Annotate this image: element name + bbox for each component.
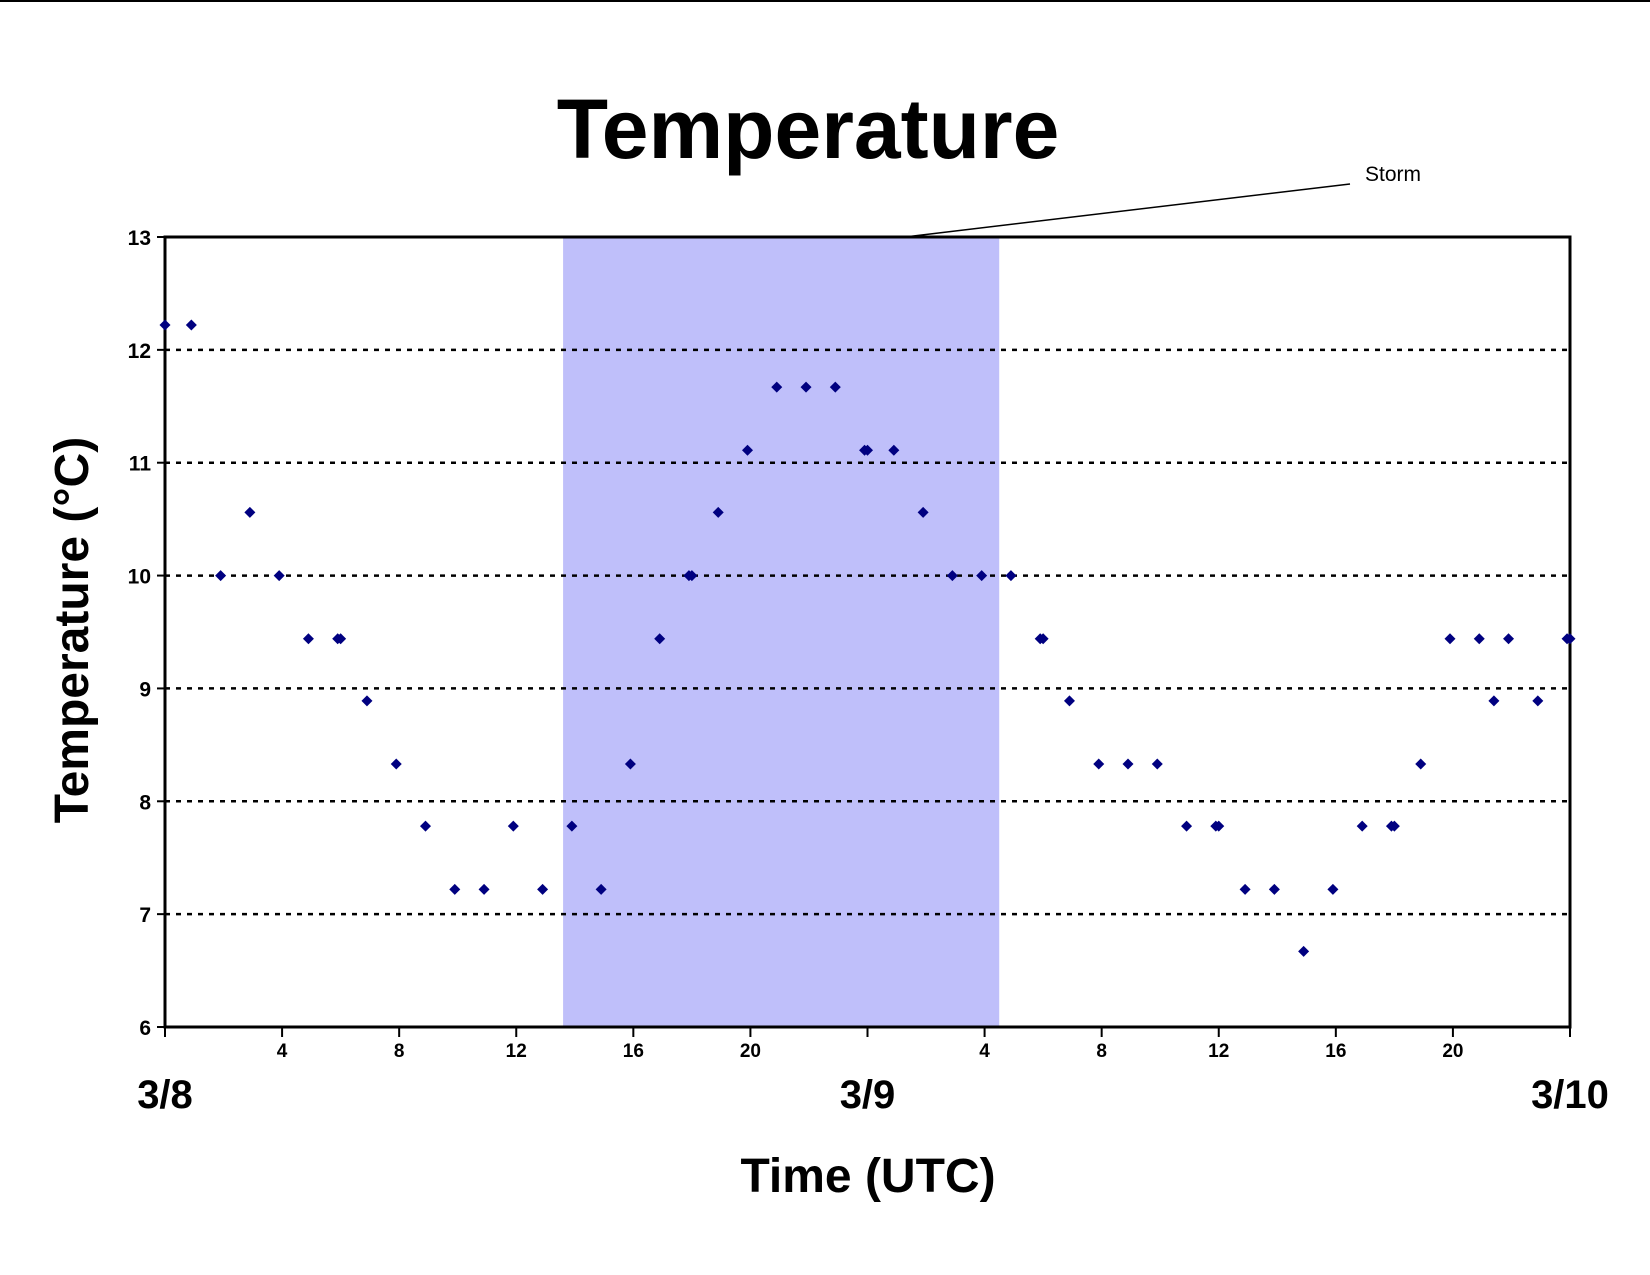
data-point [888, 444, 900, 456]
x-tick-label: 4 [277, 1041, 288, 1062]
x-tick-label: 8 [394, 1041, 405, 1062]
data-point [1213, 820, 1225, 832]
x-axis-label: Time (UTC) [740, 1150, 995, 1203]
data-point [686, 570, 698, 582]
data-point [390, 758, 402, 770]
gridlines [165, 348, 1570, 916]
data-point [244, 506, 256, 518]
data-point [1564, 633, 1576, 645]
data-point [1181, 820, 1193, 832]
data-point [1532, 695, 1544, 707]
data-point [654, 633, 666, 645]
data-point [1151, 758, 1163, 770]
data-point [1239, 883, 1251, 895]
x-tick-label: 20 [1442, 1041, 1463, 1062]
storm-highlight-layer [563, 237, 1000, 1027]
y-tick-label: 11 [129, 453, 152, 476]
x-tick-label: 16 [623, 1041, 644, 1062]
data-point [1356, 820, 1368, 832]
x-tick-label: 4 [979, 1041, 990, 1062]
data-point [361, 695, 373, 707]
data-point [1122, 758, 1134, 770]
data-point [449, 883, 461, 895]
data-point [335, 633, 347, 645]
y-tick-label: 7 [139, 904, 151, 927]
data-point [595, 883, 607, 895]
data-point [566, 820, 578, 832]
x-tick-label: 12 [1208, 1041, 1229, 1062]
data-points [159, 319, 1576, 957]
data-point [624, 758, 636, 770]
data-point [273, 570, 285, 582]
data-point [420, 820, 432, 832]
top-border-line [0, 0, 1650, 2]
data-point [215, 570, 227, 582]
data-point [712, 506, 724, 518]
y-tick-label: 8 [139, 791, 151, 814]
data-point [829, 381, 841, 393]
y-tick-label: 13 [128, 227, 151, 250]
storm-band [563, 237, 1000, 1027]
data-point [1415, 758, 1427, 770]
data-point [159, 319, 171, 331]
data-point [1268, 883, 1280, 895]
y-tick-label: 12 [128, 340, 151, 363]
data-point [1488, 695, 1500, 707]
x-tick-label: 20 [740, 1041, 761, 1062]
y-axis-ticks: 6 7 8 9 10 11 12 13 [128, 227, 165, 1040]
y-tick-label: 9 [139, 678, 151, 701]
date-label: 3/10 [1531, 1073, 1609, 1117]
x-tick-label: 8 [1096, 1041, 1107, 1062]
data-point [917, 506, 929, 518]
chart-title: Temperature [557, 82, 1060, 176]
data-point [946, 570, 958, 582]
x-axis-ticks: 4 8 12 16 20 4 8 12 16 20 [164, 1027, 1571, 1062]
data-point [800, 381, 812, 393]
data-point [771, 381, 783, 393]
data-point [1093, 758, 1105, 770]
data-point [976, 570, 988, 582]
data-point [1063, 695, 1075, 707]
data-point [1298, 945, 1310, 957]
data-point [537, 883, 549, 895]
data-point [1473, 633, 1485, 645]
data-point [507, 820, 519, 832]
data-point [1037, 633, 1049, 645]
storm-annotation: Storm [1365, 163, 1421, 186]
data-point [478, 883, 490, 895]
y-axis-label: Temperature (°C) [46, 437, 99, 823]
data-point [862, 444, 873, 456]
data-point [1005, 570, 1017, 582]
date-labels: 3/8 3/9 3/10 [137, 1073, 1609, 1117]
storm-callout-line [904, 183, 1351, 238]
date-label: 3/9 [840, 1073, 896, 1117]
data-point [1388, 820, 1400, 832]
data-point [1503, 633, 1515, 645]
data-point [185, 319, 197, 331]
x-tick-label: 16 [1325, 1041, 1346, 1062]
y-tick-label: 6 [139, 1017, 151, 1040]
data-point [741, 444, 753, 456]
x-tick-label: 12 [506, 1041, 527, 1062]
data-point [1444, 633, 1456, 645]
date-label: 3/8 [137, 1073, 193, 1117]
data-point [1327, 883, 1339, 895]
data-point [302, 633, 314, 645]
y-tick-label: 10 [128, 566, 151, 589]
